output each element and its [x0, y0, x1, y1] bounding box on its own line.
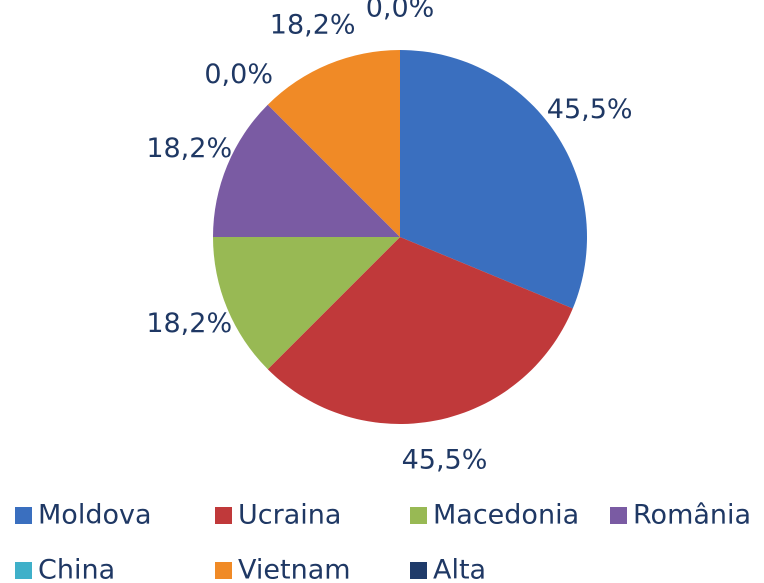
legend-label: Alta [433, 555, 486, 583]
legend-swatch [215, 507, 232, 524]
pie-slice [213, 237, 400, 370]
legend-label: Ucraina [238, 500, 341, 531]
data-label: 0,0% [204, 59, 273, 90]
data-label: 18,2% [146, 308, 232, 339]
data-label: 18,2% [270, 10, 356, 41]
legend-swatch [410, 507, 427, 524]
legend-swatch [15, 507, 32, 524]
data-label: 18,2% [146, 133, 232, 164]
data-label: 45,5% [547, 94, 633, 125]
pie-slice [213, 104, 400, 238]
legend-swatch [15, 562, 32, 579]
legend-swatch [410, 562, 427, 579]
legend-swatch [610, 507, 627, 524]
legend-swatch [215, 562, 232, 579]
data-label: 0,0% [366, 0, 435, 23]
pie-slice [267, 237, 573, 425]
data-label: 45,5% [402, 444, 488, 475]
legend-label: România [633, 500, 751, 531]
legend-label: Vietnam [238, 555, 351, 583]
pie-slice [267, 50, 400, 237]
legend-label: China [38, 555, 115, 583]
pie-slice [400, 50, 588, 309]
legend-label: Macedonia [433, 500, 579, 531]
legend-label: Moldova [38, 500, 152, 531]
